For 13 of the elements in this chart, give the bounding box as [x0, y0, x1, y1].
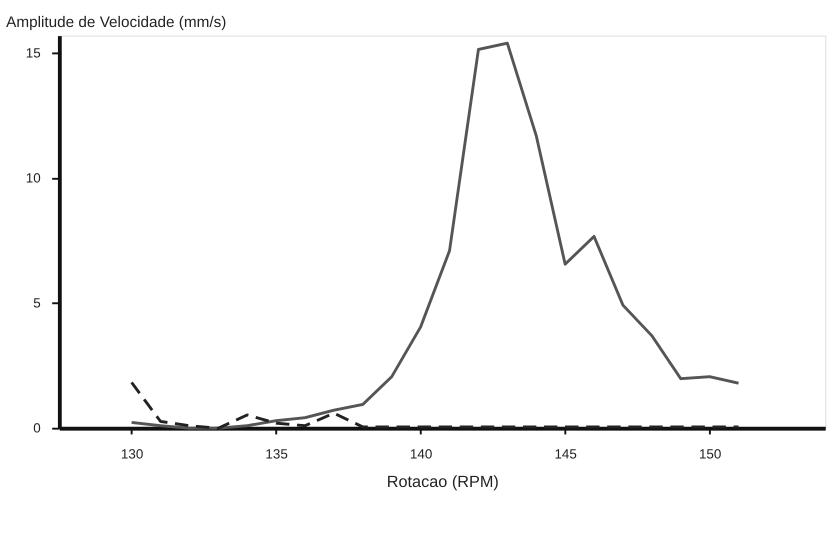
x-tick-label: 150 [698, 446, 722, 462]
x-tick-label: 145 [554, 446, 577, 462]
x-tick-label: 130 [120, 446, 144, 462]
y-axis-title: Amplitude de Velocidade (mm/s) [6, 14, 226, 32]
y-tick-label: 15 [26, 45, 41, 60]
x-tick-label: 135 [265, 446, 288, 462]
y-tick-label: 0 [33, 420, 41, 436]
x-axis-title: Rotacao (RPM) [386, 473, 499, 492]
y-tick-label: 10 [26, 170, 41, 186]
line-series [130, 381, 740, 430]
x-tick-label: 140 [410, 446, 432, 462]
line-series [130, 42, 740, 430]
y-tick-label: 5 [33, 296, 41, 310]
